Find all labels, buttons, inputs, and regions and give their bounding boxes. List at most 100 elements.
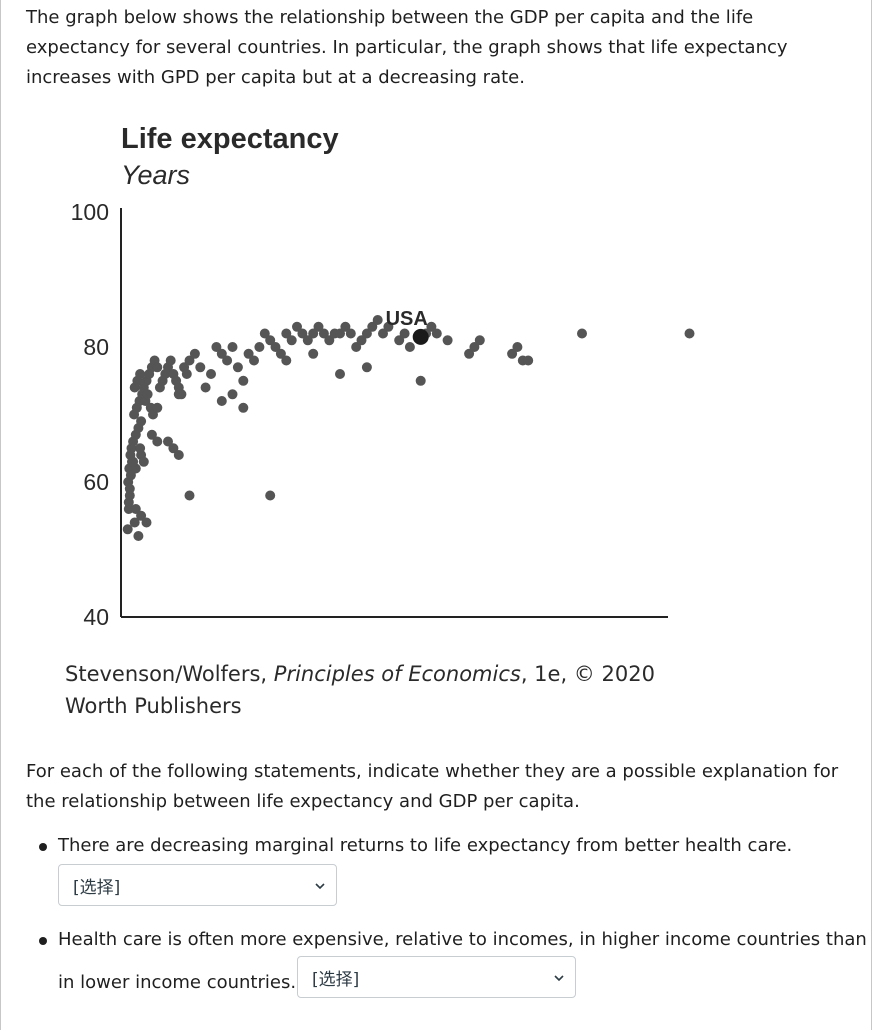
- data-point: [238, 402, 249, 413]
- data-point: [130, 504, 141, 514]
- data-point: [227, 342, 238, 352]
- data-point: [523, 355, 534, 366]
- data-point: [292, 321, 302, 332]
- data-point: [431, 328, 442, 339]
- data-point: [146, 429, 157, 440]
- chevron-down-icon: [315, 883, 325, 890]
- data-point: [249, 355, 259, 366]
- data-point: [152, 362, 163, 373]
- data-point: [335, 328, 345, 339]
- data-point: [577, 328, 587, 339]
- data-point: [302, 335, 313, 346]
- question-text: For each of the following statements, in…: [26, 757, 846, 817]
- data-point: [181, 369, 192, 379]
- chevron-down-icon: [554, 975, 564, 982]
- x-tick-label: $25,000: [226, 625, 316, 628]
- bullet-1-text: There are decreasing marginal returns to…: [58, 835, 793, 856]
- data-point: [138, 456, 149, 467]
- credit-edition: , 1e, © 2020: [520, 662, 655, 686]
- data-point: [254, 342, 265, 352]
- data-point: [135, 369, 146, 379]
- usa-label: USA: [386, 308, 428, 330]
- intro-text: The graph below shows the relationship b…: [26, 3, 846, 93]
- data-point: [313, 321, 324, 332]
- data-point: [512, 342, 523, 352]
- data-point: [173, 389, 184, 400]
- data-point: [426, 321, 437, 332]
- data-point: [394, 335, 405, 346]
- data-point: [265, 490, 276, 501]
- data-point: [318, 328, 329, 339]
- y-tick-label: 60: [83, 469, 109, 495]
- credit-book-title: Principles of Economics: [273, 662, 521, 686]
- data-point: [378, 328, 388, 339]
- data-point: [265, 335, 276, 346]
- life-expectancy-chart: Life expectancy Years 100 80 60 40$0 $25,000…: [60, 118, 700, 628]
- data-point: [152, 402, 163, 413]
- data-point: [173, 450, 184, 460]
- credit-authors: Stevenson/Wolfers,: [65, 662, 274, 686]
- data-point: [189, 348, 200, 359]
- x-tick-label: $0: [106, 625, 134, 628]
- data-point: [124, 483, 135, 494]
- data-point: [216, 348, 227, 359]
- answer-select-2-value: [选择]: [312, 970, 360, 990]
- data-point: [442, 335, 453, 346]
- data-point: [356, 335, 367, 346]
- data-point: [361, 362, 372, 373]
- data-point: [324, 335, 335, 346]
- y-axis-unit: Years: [121, 160, 191, 190]
- x-tick-label: $50,000: [360, 625, 450, 628]
- data-point: [281, 328, 292, 339]
- data-point: [275, 348, 286, 359]
- answer-select-1-value: [选择]: [73, 878, 121, 898]
- data-point: [168, 443, 179, 454]
- data-point: [122, 524, 133, 535]
- data-point: [270, 342, 281, 352]
- data-point: [129, 517, 140, 528]
- data-point: [308, 348, 319, 359]
- data-point: [152, 436, 163, 447]
- data-point: [227, 389, 238, 400]
- bullet-1-dot: [39, 843, 47, 851]
- data-point: [383, 321, 394, 332]
- answer-select-2[interactable]: [选择]: [297, 956, 576, 998]
- data-point: [133, 531, 144, 541]
- data-point: [335, 369, 345, 379]
- question-line-2: the relationship between life expectancy…: [26, 791, 580, 812]
- intro-line-1: The graph below shows the relationship b…: [26, 7, 754, 28]
- credit-line-2: Worth Publishers: [65, 694, 242, 718]
- intro-line-2: expectancy for several countries. In par…: [26, 37, 788, 58]
- data-point: [281, 355, 292, 366]
- credit-line-1: Stevenson/Wolfers, Principles of Economi…: [65, 662, 655, 686]
- data-point: [206, 369, 216, 379]
- data-point: [351, 342, 362, 352]
- y-tick-label: 80: [83, 334, 109, 360]
- data-point: [286, 335, 297, 346]
- data-point: [135, 443, 146, 454]
- y-tick-label: 100: [71, 199, 109, 225]
- data-point: [469, 342, 480, 352]
- data-point: [141, 517, 152, 528]
- data-point: [211, 342, 222, 352]
- data-point: [136, 416, 147, 427]
- usa-data-point: [412, 328, 429, 345]
- x-axis-label: GDP per person: [463, 623, 668, 628]
- data-point: [345, 328, 356, 339]
- data-point: [684, 328, 695, 339]
- data-point: [308, 328, 319, 339]
- data-point: [415, 375, 426, 386]
- data-point: [142, 389, 153, 400]
- data-point: [507, 348, 518, 359]
- data-point: [340, 321, 351, 332]
- data-point: [165, 355, 176, 366]
- data-point: [128, 456, 139, 467]
- bullet-2-text-cont: in lower income countries.: [58, 972, 297, 993]
- data-point: [464, 348, 475, 359]
- bullet-2-dot: [39, 937, 47, 945]
- data-point: [297, 328, 308, 339]
- data-point: [222, 355, 233, 366]
- data-point: [243, 348, 254, 359]
- data-point: [184, 355, 195, 366]
- answer-select-1[interactable]: [选择]: [58, 864, 337, 906]
